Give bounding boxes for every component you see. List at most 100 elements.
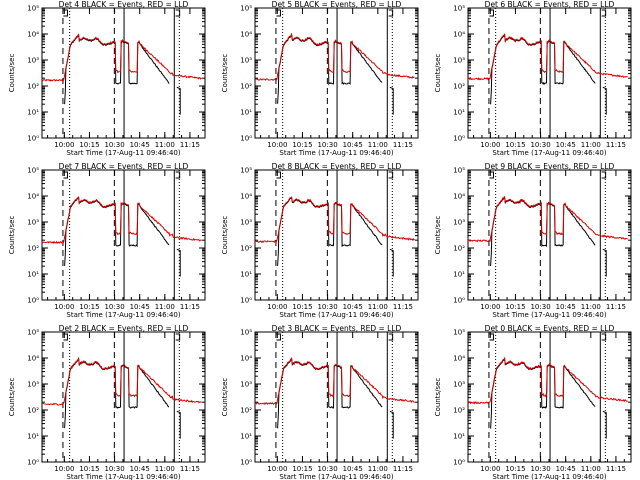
chart-title: Det 5 BLACK = Events, RED = LLD: [272, 0, 402, 9]
y-tick-label: 10¹: [27, 271, 39, 279]
x-tick-label: 10:45: [130, 141, 150, 149]
bracket-left-marker: [489, 333, 494, 341]
y-tick-label: 10⁴: [453, 31, 465, 39]
y-tick-label: 10⁴: [240, 355, 252, 363]
chart-title: Det 4 BLACK = Events, RED = LLD: [59, 0, 189, 9]
x-axis-label: Start Time (17-Aug-11 09:46:40): [492, 473, 606, 480]
y-tick-label: 10³: [453, 57, 465, 65]
chart-panel-1: Det 5 BLACK = Events, RED = LLD 10⁰ 10¹ 10²…: [221, 0, 419, 157]
plot-frame: [467, 169, 632, 301]
chart-title: Det 7 BLACK = Events, RED = LLD: [59, 162, 189, 171]
x-tick-label: 10:00: [480, 141, 500, 149]
x-tick-label: 11:00: [368, 141, 388, 149]
y-axis-label: Counts/sec: [221, 54, 229, 93]
x-tick-label: 10:45: [130, 465, 150, 473]
y-tick-label: 10¹: [453, 433, 465, 441]
series-line-red: [41, 357, 202, 406]
bracket-left-marker: [276, 171, 281, 179]
bracket-right-marker: [388, 171, 394, 179]
series-line-black: [64, 356, 181, 439]
x-axis-label: Start Time (17-Aug-11 09:46:40): [492, 149, 606, 157]
series-line-red: [467, 195, 628, 243]
y-tick-label: 10⁵: [240, 329, 252, 337]
x-tick-label: 11:15: [180, 303, 200, 311]
y-axis-label: Counts/sec: [8, 54, 16, 93]
y-tick-label: 10⁰: [240, 297, 252, 305]
plot-frame: [254, 169, 419, 301]
y-tick-label: 10⁰: [453, 459, 465, 467]
x-tick-label: 10:30: [104, 141, 124, 149]
x-tick-label: 10:00: [267, 141, 287, 149]
y-tick-label: 10⁵: [27, 329, 39, 337]
x-tick-label: 10:45: [343, 141, 363, 149]
y-tick-label: 10⁵: [27, 167, 39, 175]
x-tick-label: 10:30: [104, 303, 124, 311]
y-tick-label: 10²: [240, 245, 252, 253]
y-tick-label: 10¹: [27, 109, 39, 117]
y-tick-label: 10⁰: [453, 135, 465, 143]
x-axis-label: Start Time (17-Aug-11 09:46:40): [279, 473, 393, 480]
x-tick-label: 10:00: [54, 465, 74, 473]
bracket-left-marker: [276, 9, 281, 17]
x-tick-label: 10:45: [343, 465, 363, 473]
y-tick-label: 10⁰: [453, 297, 465, 305]
y-axis-label: Counts/sec: [434, 54, 442, 93]
x-tick-label: 10:15: [505, 303, 525, 311]
y-tick-label: 10⁴: [27, 355, 39, 363]
x-tick-label: 10:00: [480, 465, 500, 473]
chart-title: Det 2 BLACK = Events, RED = LLD: [59, 324, 189, 333]
series-line-red: [254, 357, 415, 405]
chart-panel-7: Det 3 BLACK = Events, RED = LLD 10⁰ 10¹ 10²…: [221, 324, 419, 480]
y-tick-label: 10²: [240, 83, 252, 91]
x-tick-label: 11:15: [606, 303, 626, 311]
plot-frame: [41, 331, 206, 463]
x-tick-label: 10:30: [104, 465, 124, 473]
y-tick-label: 10¹: [240, 271, 252, 279]
x-tick-label: 11:00: [368, 303, 388, 311]
x-tick-label: 10:00: [267, 465, 287, 473]
bracket-right-marker: [175, 333, 181, 341]
x-tick-label: 10:00: [267, 303, 287, 311]
chart-title: Det 3 BLACK = Events, RED = LLD: [272, 324, 402, 333]
plot-frame: [41, 169, 206, 301]
x-tick-label: 10:15: [292, 465, 312, 473]
x-axis-label: Start Time (17-Aug-11 09:46:40): [66, 473, 180, 480]
x-tick-label: 10:45: [130, 303, 150, 311]
chart-title: Det 6 BLACK = Events, RED = LLD: [485, 0, 615, 9]
series-line-red: [41, 33, 203, 82]
y-tick-label: 10³: [240, 381, 252, 389]
y-tick-label: 10²: [27, 83, 39, 91]
y-tick-label: 10²: [453, 83, 465, 91]
x-axis-label: Start Time (17-Aug-11 09:46:40): [66, 311, 180, 319]
y-tick-label: 10²: [27, 245, 39, 253]
y-tick-label: 10¹: [240, 433, 252, 441]
y-tick-label: 10⁰: [240, 135, 252, 143]
y-tick-label: 10⁰: [240, 459, 252, 467]
y-tick-label: 10³: [27, 57, 39, 65]
x-tick-label: 10:30: [530, 141, 550, 149]
bracket-left-marker: [63, 171, 68, 179]
x-tick-label: 10:00: [480, 303, 500, 311]
plot-frame: [254, 7, 419, 139]
x-tick-label: 10:30: [530, 465, 550, 473]
y-tick-label: 10¹: [240, 109, 252, 117]
y-tick-label: 10³: [27, 381, 39, 389]
y-tick-label: 10⁰: [27, 135, 39, 143]
chart-panel-8: Det 0 BLACK = Events, RED = LLD 10⁰ 10¹ 10²…: [434, 324, 632, 480]
bracket-right-marker: [601, 9, 607, 17]
series-line-black: [64, 33, 181, 115]
chart-title: Det 8 BLACK = Events, RED = LLD: [272, 162, 402, 171]
series-line-red: [467, 33, 628, 81]
y-tick-label: 10⁵: [240, 167, 252, 175]
x-axis-label: Start Time (17-Aug-11 09:46:40): [492, 311, 606, 319]
y-axis-label: Counts/sec: [221, 216, 229, 255]
y-tick-label: 10²: [453, 245, 465, 253]
chart-panel-6: Det 2 BLACK = Events, RED = LLD 10⁰ 10¹ 10²…: [8, 324, 206, 480]
x-tick-label: 11:00: [155, 303, 175, 311]
y-axis-label: Counts/sec: [8, 216, 16, 255]
y-tick-label: 10⁵: [27, 5, 39, 13]
x-tick-label: 10:15: [79, 303, 99, 311]
plot-frame: [467, 7, 632, 139]
x-tick-label: 11:15: [606, 141, 626, 149]
